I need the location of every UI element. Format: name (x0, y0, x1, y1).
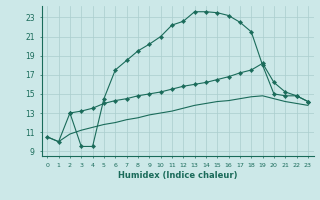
X-axis label: Humidex (Indice chaleur): Humidex (Indice chaleur) (118, 171, 237, 180)
